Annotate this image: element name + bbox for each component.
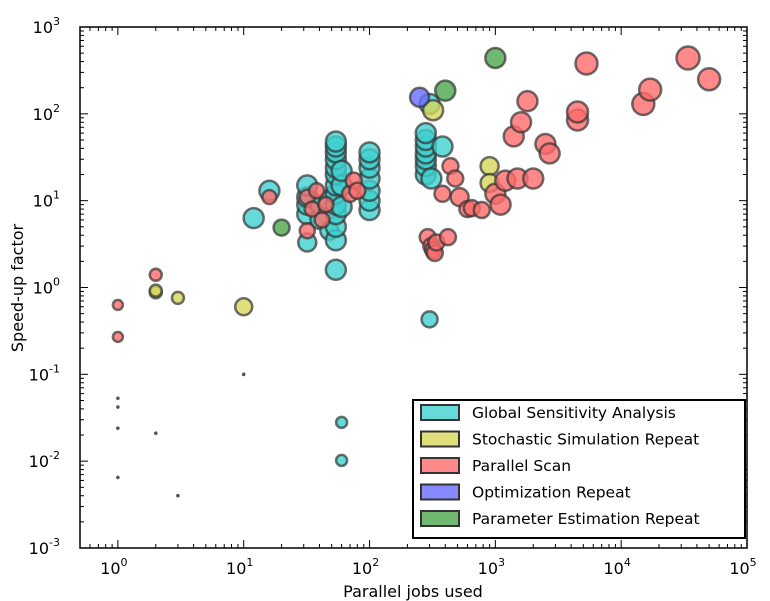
legend-swatch bbox=[420, 483, 460, 501]
x-tick-label: 102 bbox=[352, 556, 379, 578]
data-point-series-0 bbox=[324, 258, 348, 282]
y-tick-label: 101 bbox=[33, 189, 60, 211]
x-tick-label: 103 bbox=[478, 556, 505, 578]
data-point-series-2 bbox=[433, 184, 452, 204]
data-point-series-2 bbox=[696, 67, 722, 92]
data-point-small bbox=[116, 396, 120, 401]
data-point-series-2 bbox=[298, 222, 317, 240]
data-point-series-2 bbox=[111, 298, 125, 312]
data-point-small bbox=[116, 475, 120, 480]
data-point-series-2 bbox=[521, 167, 545, 190]
data-point-series-1 bbox=[233, 297, 254, 317]
data-point-series-2 bbox=[538, 142, 561, 165]
data-point-series-2 bbox=[445, 169, 465, 188]
legend-swatch bbox=[420, 404, 460, 421]
legend-swatch bbox=[420, 430, 460, 448]
data-point-series-0 bbox=[414, 121, 438, 145]
y-tick-label: 10-1 bbox=[29, 362, 60, 384]
data-point-series-2 bbox=[516, 89, 539, 113]
tick-labels: 100 101 102 103 104 105 10-3 10-2 10-1 100 101 102 1… bbox=[29, 15, 757, 578]
legend-swatch bbox=[420, 457, 460, 474]
data-point-series-2 bbox=[261, 188, 278, 206]
data-point-series-2 bbox=[111, 330, 125, 344]
y-tick-label: 100 bbox=[33, 276, 60, 298]
data-point-series-2 bbox=[317, 195, 335, 214]
legend-box bbox=[412, 399, 746, 539]
x-tick-label: 100 bbox=[100, 556, 127, 578]
data-point-series-3 bbox=[408, 86, 431, 109]
data-point-series-2 bbox=[438, 227, 458, 247]
data-point-small bbox=[116, 426, 120, 430]
data-point-series-4 bbox=[434, 79, 457, 102]
data-point-series-0 bbox=[324, 130, 348, 153]
y-axis-title: Speed-up factor bbox=[8, 223, 27, 352]
x-tick-label: 104 bbox=[603, 556, 630, 578]
data-point-series-4 bbox=[484, 46, 507, 70]
legend: Global Sensitivity Analysis Stochastic Si… bbox=[412, 399, 746, 539]
data-point-series-1 bbox=[148, 283, 164, 298]
data-point-series-1 bbox=[421, 98, 445, 122]
data-point-series-2 bbox=[307, 182, 326, 200]
x-axis-title: Parallel jobs used bbox=[343, 582, 483, 601]
data-point-series-2 bbox=[348, 181, 367, 201]
y-tick-label: 102 bbox=[33, 102, 60, 124]
legend-label: Parameter Estimation Repeat bbox=[472, 510, 700, 528]
data-point-series-0 bbox=[420, 310, 439, 329]
data-point-series-2 bbox=[472, 200, 492, 220]
legend-swatch bbox=[420, 510, 460, 527]
data-point-small bbox=[176, 493, 180, 498]
y-tick-label: 103 bbox=[33, 15, 60, 37]
legend-label: Global Sensitivity Analysis bbox=[472, 404, 676, 422]
data-point-series-2 bbox=[565, 100, 590, 124]
x-tick-label: 101 bbox=[226, 556, 253, 578]
data-point-series-4 bbox=[272, 218, 291, 237]
ticks-layer bbox=[80, 26, 748, 549]
y-tick-label: 10-2 bbox=[29, 449, 60, 471]
data-point-series-2 bbox=[574, 51, 599, 76]
data-point-series-0 bbox=[358, 141, 381, 164]
data-point-series-0 bbox=[420, 167, 443, 190]
data-point-series-0 bbox=[431, 135, 454, 158]
data-point-series-2 bbox=[509, 110, 533, 134]
legend-label: Optimization Repeat bbox=[472, 484, 631, 502]
legend-label: Stochastic Simulation Repeat bbox=[472, 431, 699, 449]
points-layer bbox=[111, 45, 722, 498]
data-point-small bbox=[153, 431, 158, 435]
data-point-series-2 bbox=[637, 77, 663, 102]
data-point-series-2 bbox=[489, 193, 512, 216]
data-point-series-2 bbox=[148, 267, 164, 283]
x-tick-label: 105 bbox=[729, 556, 756, 578]
data-point-series-0 bbox=[334, 415, 349, 430]
data-point-series-2 bbox=[313, 211, 331, 229]
data-point-series-1 bbox=[170, 290, 186, 306]
legend-label: Parallel Scan bbox=[472, 457, 571, 475]
data-point-series-2 bbox=[675, 45, 701, 71]
data-point-series-1 bbox=[479, 155, 500, 177]
data-point-series-0 bbox=[334, 453, 349, 468]
y-tick-label: 10-3 bbox=[29, 536, 60, 558]
data-point-small bbox=[116, 405, 120, 409]
data-point-small bbox=[241, 372, 246, 377]
data-point-series-0 bbox=[242, 206, 265, 230]
